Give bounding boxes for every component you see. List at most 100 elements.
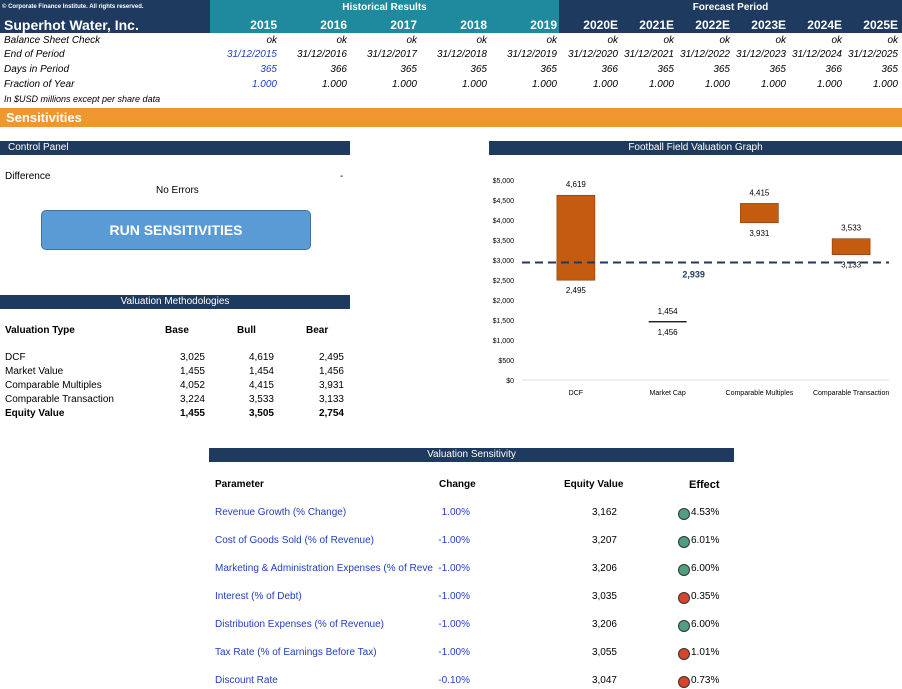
vs-effect-value: 4.53%	[691, 507, 720, 518]
year-header: 2024E	[807, 18, 842, 32]
high-data-label: 3,533	[841, 224, 862, 233]
y-tick-label: $5,000	[493, 178, 515, 185]
section-bar	[0, 108, 902, 127]
row-cell: 1.000	[461, 79, 487, 90]
vm-cell: 3,931	[318, 380, 344, 391]
row-cell: 31/12/2019	[506, 49, 557, 60]
vm-cell: 4,052	[179, 380, 205, 391]
vs-equity-value: 3,206	[591, 563, 617, 574]
high-data-label: 4,415	[749, 188, 770, 197]
row-cell: 365	[881, 64, 898, 75]
vs-parameter-link[interactable]: Tax Rate (% of Earnings Before Tax)	[215, 647, 377, 658]
valuation-sensitivity-header: Valuation Sensitivity	[209, 448, 734, 462]
y-tick-label: $1,000	[493, 338, 515, 345]
row-cell: 31/12/2022	[679, 49, 730, 60]
row-cell: 1.000	[648, 79, 674, 90]
vs-change-value[interactable]: -1.00%	[438, 563, 470, 574]
high-data-label: 1,454	[658, 307, 679, 316]
vs-parameter-link[interactable]: Interest (% of Debt)	[215, 591, 302, 602]
year-header: 2021E	[639, 18, 674, 32]
row-cell: ok	[336, 35, 347, 46]
row-cell: 366	[330, 64, 347, 75]
vs-change-value[interactable]: -1.00%	[438, 535, 470, 546]
range-bar	[740, 203, 779, 224]
vm-cell: 3,133	[318, 394, 344, 405]
forecast-period-header: Forecast Period	[559, 0, 902, 16]
vs-change-value[interactable]: -1.00%	[438, 619, 470, 630]
vs-change-value[interactable]: -1.00%	[438, 647, 470, 658]
units-note: In $USD millions except per share data	[4, 94, 161, 104]
effect-indicator-icon	[678, 676, 690, 688]
row-cell: ok	[266, 35, 277, 46]
row-cell: 365	[713, 64, 730, 75]
vs-change-value[interactable]: -0.10%	[438, 675, 470, 686]
row-cell: ok	[719, 35, 730, 46]
y-tick-label: $4,500	[493, 198, 515, 205]
vm-cell: 3,224	[179, 394, 205, 405]
vs-parameter-link[interactable]: Discount Rate	[215, 675, 278, 686]
difference-value: -	[340, 171, 344, 182]
effect-indicator-icon	[678, 620, 690, 632]
section-title: Sensitivities	[6, 110, 82, 125]
vs-header-cell: Equity Value	[564, 479, 624, 490]
row-cell: ok	[663, 35, 674, 46]
low-data-label: 2,495	[566, 286, 587, 295]
reference-line-label: 2,939	[682, 269, 705, 279]
row-cell: 31/12/2017	[366, 49, 417, 60]
y-tick-label: $0	[506, 378, 514, 385]
vm-total-cell: 2,754	[318, 408, 344, 419]
vs-equity-value: 3,047	[591, 675, 617, 686]
vs-parameter-link[interactable]: Marketing & Administration Expenses (% o…	[215, 563, 433, 574]
vs-effect-value: 0.73%	[691, 675, 720, 686]
x-tick-label: DCF	[569, 390, 583, 397]
vm-cell: 1,454	[248, 366, 274, 377]
low-data-label: 1,456	[658, 328, 679, 337]
year-header: 2016	[320, 18, 347, 32]
row-cell: 1.000	[704, 79, 730, 90]
row-cell: 365	[260, 64, 277, 75]
effect-indicator-icon	[678, 592, 690, 604]
x-tick-label: Market Cap	[650, 390, 686, 397]
year-header: 2018	[460, 18, 487, 32]
vs-parameter-link[interactable]: Cost of Goods Sold (% of Revenue)	[215, 535, 374, 546]
row-cell: 1.000	[531, 79, 557, 90]
year-header: 2025E	[863, 18, 898, 32]
range-bar	[831, 238, 871, 255]
row-cell: 365	[540, 64, 557, 75]
row-cell: ok	[831, 35, 842, 46]
vs-effect-value: 0.35%	[691, 591, 720, 602]
vs-parameter-link[interactable]: Distribution Expenses (% of Revenue)	[215, 619, 384, 630]
y-tick-label: $3,500	[493, 238, 515, 245]
vs-change-value[interactable]: -1.00%	[438, 591, 470, 602]
vs-header-cell: Effect	[689, 479, 720, 491]
effect-indicator-icon	[678, 564, 690, 576]
row-cell: ok	[775, 35, 786, 46]
row-cell: 31/12/2016	[296, 49, 347, 60]
row-cell: 31/12/2015	[226, 49, 277, 60]
year-header: 2019	[530, 18, 557, 32]
row-cell: 31/12/2025	[847, 49, 898, 60]
effect-indicator-icon	[678, 648, 690, 660]
row-cell: 1.000	[251, 79, 277, 90]
vs-effect-value: 1.01%	[691, 647, 720, 658]
control-panel-header: Control Panel	[0, 141, 350, 155]
row-cell: 365	[657, 64, 674, 75]
row-cell: 366	[825, 64, 842, 75]
y-tick-label: $1,500	[493, 318, 515, 325]
year-header: 2015	[250, 18, 277, 32]
row-cell: ok	[607, 35, 618, 46]
copyright-text: © Corporate Finance Institute. All right…	[2, 4, 144, 10]
vm-total-cell: 1,455	[179, 408, 205, 419]
vm-cell: 3,533	[248, 394, 274, 405]
year-header: 2020E	[583, 18, 618, 32]
football-field-chart: $0 $500 $1,000 $1,500 $2,000 $2,500 $3,000 $3,5…	[493, 178, 890, 397]
vs-parameter-link[interactable]: Revenue Growth (% Change)	[215, 507, 347, 518]
historical-results-header: Historical Results	[210, 0, 559, 16]
run-sensitivities-button[interactable]: RUN SENSITIVITIES	[41, 210, 311, 250]
high-data-label: 4,619	[566, 180, 587, 189]
vs-header-cell: Change	[439, 479, 476, 490]
vm-cell: 4,619	[248, 352, 274, 363]
effect-indicator-icon	[678, 508, 690, 520]
vs-change-value[interactable]: 1.00%	[441, 507, 470, 518]
row-cell: 1.000	[872, 79, 898, 90]
